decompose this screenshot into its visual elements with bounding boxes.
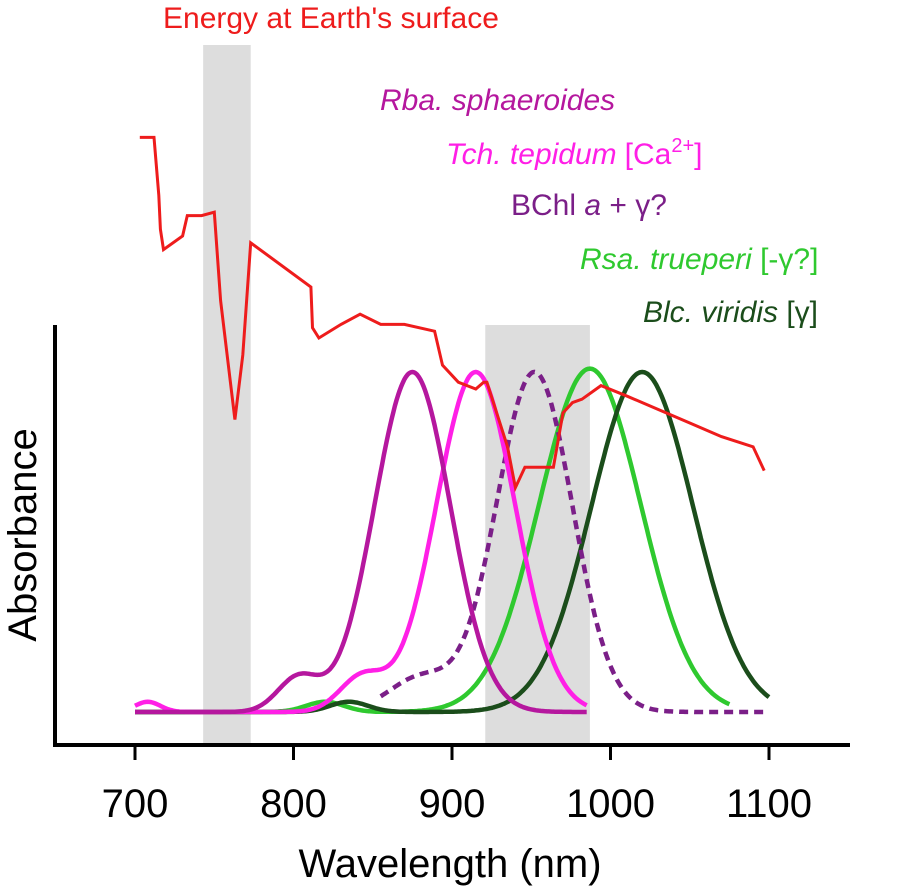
legend-bchl: BChl a + γ? bbox=[511, 189, 667, 222]
absorbance-curves bbox=[133, 366, 771, 715]
y-axis-label: Absorbance bbox=[1, 428, 45, 641]
shaded-band-1 bbox=[203, 45, 251, 745]
solar-energy-layer bbox=[139, 135, 766, 493]
legend-tch: Tch. tepidum [Ca2+] bbox=[446, 135, 703, 171]
legend-blc: Blc. viridis [γ] bbox=[643, 296, 818, 329]
x-tick-label-700: 700 bbox=[102, 782, 169, 826]
curve-rba bbox=[134, 369, 588, 715]
x-tick-label-900: 900 bbox=[419, 782, 486, 826]
x-tick-label-1000: 1000 bbox=[566, 782, 655, 826]
shaded-regions bbox=[203, 45, 590, 745]
legend-solar: Energy at Earth's surface bbox=[163, 2, 499, 35]
x-ticks: 700 800 900 1000 1100 bbox=[102, 745, 812, 826]
legend-rba: Rba. sphaeroides bbox=[380, 84, 615, 117]
legend-rsa: Rsa. trueperi [-γ?] bbox=[580, 243, 818, 276]
x-tick-label-1100: 1100 bbox=[726, 782, 812, 826]
x-tick-label-800: 800 bbox=[260, 782, 327, 826]
curve-solar-energy bbox=[139, 135, 766, 493]
x-axis-label: Wavelength (nm) bbox=[298, 842, 601, 886]
